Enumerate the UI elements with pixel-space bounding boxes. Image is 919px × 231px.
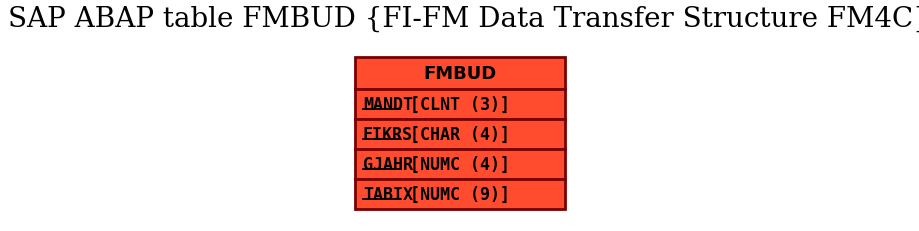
Text: FMBUD: FMBUD [423, 65, 496, 83]
Text: [NUMC (9)]: [NUMC (9)] [400, 185, 510, 203]
Text: SAP ABAP table FMBUD {FI-FM Data Transfer Structure FM4C}: SAP ABAP table FMBUD {FI-FM Data Transfe… [8, 6, 919, 33]
Bar [355, 90, 564, 119]
Text: FIKRS: FIKRS [363, 125, 413, 143]
Bar [355, 119, 564, 149]
Bar [355, 149, 564, 179]
Bar [355, 58, 564, 90]
Text: [NUMC (4)]: [NUMC (4)] [400, 155, 510, 173]
Text: TABIX: TABIX [363, 185, 413, 203]
Text: [CHAR (4)]: [CHAR (4)] [400, 125, 510, 143]
Text: [CLNT (3)]: [CLNT (3)] [400, 96, 510, 113]
Text: GJAHR: GJAHR [363, 155, 413, 173]
Bar [355, 179, 564, 209]
Text: MANDT: MANDT [363, 96, 413, 113]
